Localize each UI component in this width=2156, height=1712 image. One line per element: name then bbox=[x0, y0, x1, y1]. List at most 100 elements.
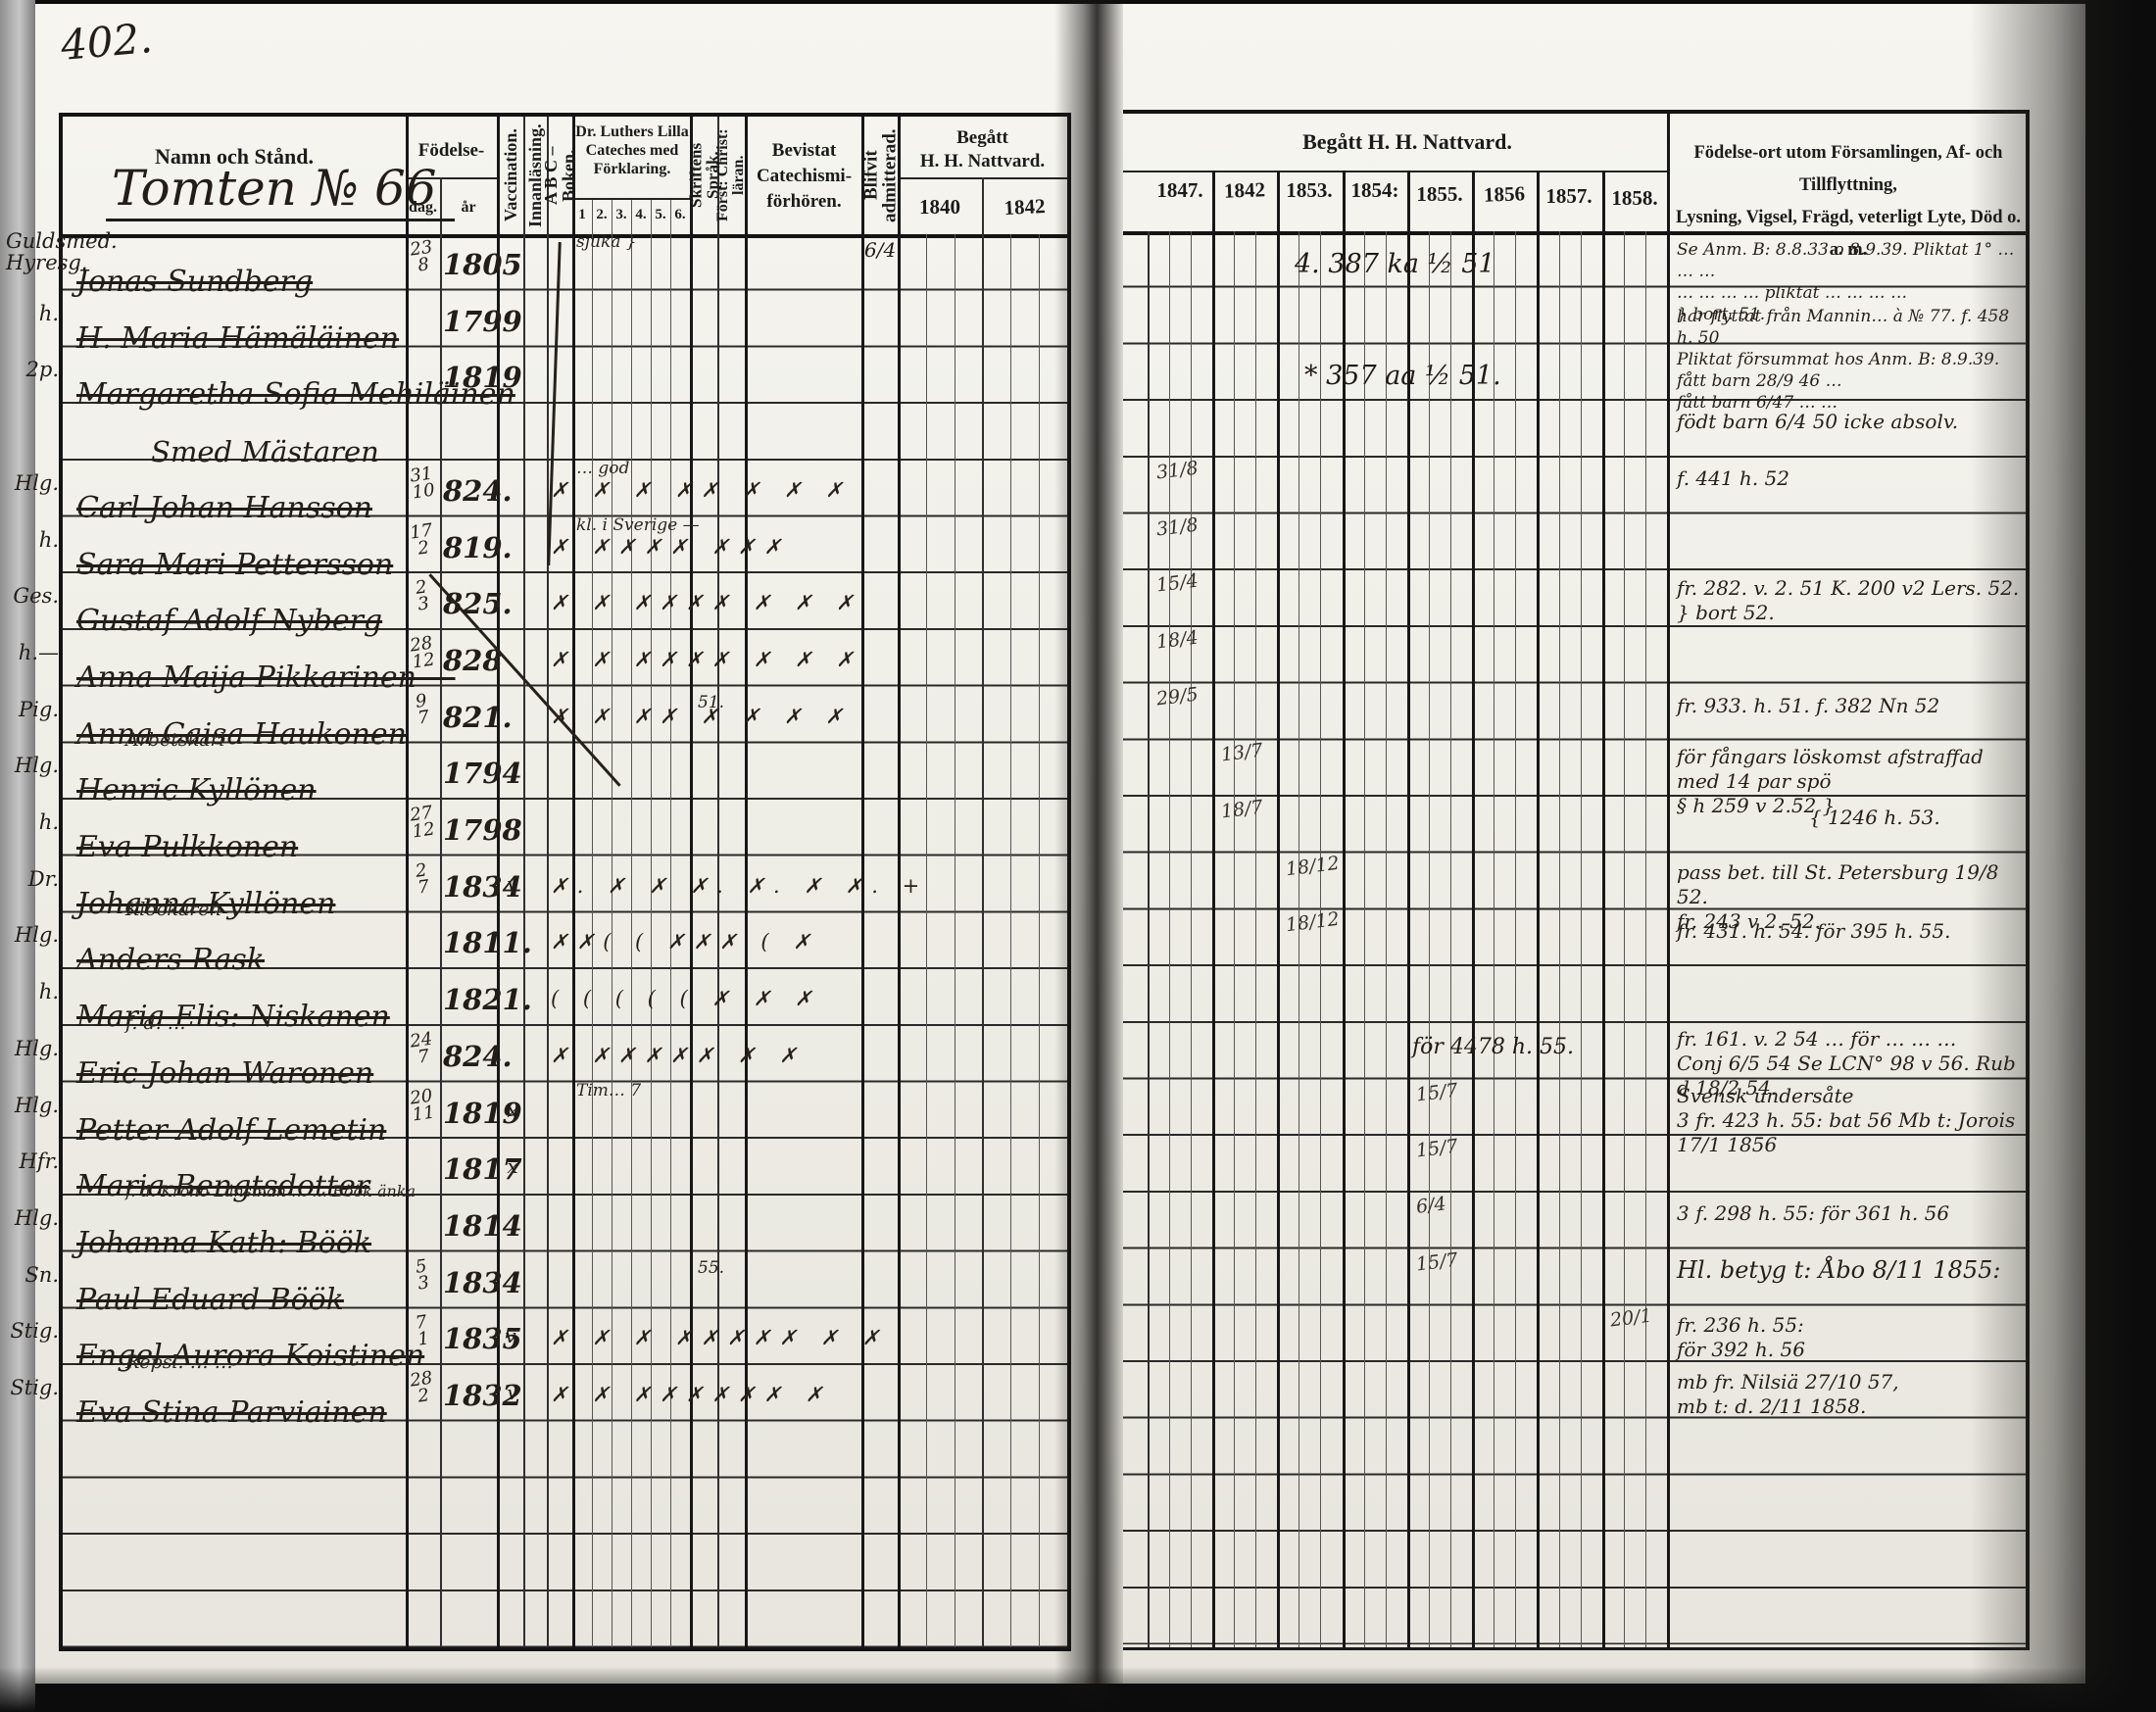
birth-day: 24 7 bbox=[409, 1028, 434, 1068]
catechism-line1: Dr. Luthers Lilla bbox=[575, 123, 689, 140]
grid-line bbox=[1472, 171, 1475, 1647]
grid-line bbox=[1667, 114, 1670, 1647]
vaccination-mark: x bbox=[507, 1099, 518, 1122]
column-header-remarks: Födelse-ort utom Församlingen, Af- och T… bbox=[1672, 137, 2025, 267]
margin-status: h. bbox=[38, 528, 59, 552]
scripture-note: 55. bbox=[698, 1258, 725, 1278]
remarks-note: födt barn 6/4 50 icke absolv. bbox=[1677, 410, 1959, 433]
column-header-abc-book: A B C – Boken. bbox=[541, 146, 578, 205]
left-page-table: Namn och Stånd. Födelse- dag. år Vaccina… bbox=[6, 113, 1071, 1651]
column-header-vaccination: Vaccination. bbox=[501, 128, 520, 222]
remarks-note: fr. 161. v. 2 54 … för … … … Conj 6/5 54… bbox=[1677, 1027, 2016, 1100]
grid-line bbox=[1039, 234, 1040, 1647]
catechism-marks: ✗✗( ( ✗✗✗ ( ✗ bbox=[551, 930, 819, 954]
margin-status: Pig. bbox=[19, 698, 59, 721]
grid-line bbox=[1537, 171, 1540, 1647]
margin-status: Dr. bbox=[27, 867, 59, 891]
register-row: h. Maria Elis: Niskanen 1821. ( ( ( ( ( … bbox=[39, 969, 1067, 1034]
register-row: Hlg. f. d. … Eric Johan Waronen 24 7 824… bbox=[15, 1012, 1067, 1091]
remarks-line2: Lysning, Vigsel, Frägd, veterligt Lyte, … bbox=[1675, 208, 2021, 260]
birth-day: 5 3 bbox=[414, 1255, 431, 1295]
occupation-note: Klockaren bbox=[125, 899, 221, 920]
grid-line bbox=[898, 117, 901, 1647]
grid-line bbox=[1515, 231, 1516, 1647]
birth-year: 1821. bbox=[443, 983, 532, 1016]
birth-year: 824. bbox=[443, 1040, 513, 1073]
remarks-note: fr. 236 h. 55: för 392 h. 56 bbox=[1677, 1313, 1805, 1361]
register-row: Ges. Gustaf Adolf Nyberg 2 3 825. ✗ ✗ ✗✗… bbox=[13, 573, 1067, 638]
birth-year: 1832 bbox=[443, 1379, 522, 1412]
communion-line1: Begått bbox=[956, 127, 1008, 148]
person-name: Maria Bengtsdotter bbox=[76, 1169, 370, 1203]
catechism-marks: ✗ ✗ ✗✗✗✗ ✗ ✗ ✗ bbox=[551, 591, 862, 614]
birth-day: 7 1 bbox=[414, 1311, 431, 1350]
birth-year: 825. bbox=[443, 587, 513, 620]
column-header-communion-left: Begått H. H. Nattvard. bbox=[898, 126, 1067, 173]
person-name: Anna Maija Pikkarinen — bbox=[76, 660, 456, 695]
catechism-marks: ( ( ( ( ( ✗ ✗ ✗ bbox=[551, 987, 821, 1010]
margin-status: Hlg. bbox=[14, 471, 59, 495]
register-row: h. H. Maria Hämäläinen 1799 bbox=[39, 291, 1067, 356]
grid-line bbox=[572, 117, 575, 1647]
vaccination-mark: v bbox=[507, 1381, 518, 1404]
vaccination-mark: v. bbox=[505, 1324, 520, 1347]
person-name: Paul Eduard Böök bbox=[76, 1283, 344, 1317]
catechism-marks: ✗ ✗ ✗ ✗✗✗✗✗ ✗ ✗ bbox=[551, 1326, 889, 1349]
grid-line bbox=[440, 177, 442, 1647]
grid-line bbox=[1277, 171, 1280, 1647]
grid-line bbox=[1234, 231, 1235, 1647]
scripture-note: 51. bbox=[698, 693, 725, 712]
margin-status: h. bbox=[38, 980, 59, 1003]
catechism-marks: ✗ ✗ ✗ ✗✗ ✗ ✗ ✗ bbox=[551, 478, 852, 502]
column-header-birth-day: dag. bbox=[409, 199, 437, 216]
right-page-table: Begått H. H. Nattvard. 1847. 1842 1853. … bbox=[1123, 110, 2030, 1650]
margin-status: Hlg. bbox=[14, 754, 59, 777]
remarks-note: { 1246 h. 53. bbox=[1809, 806, 1940, 829]
grid-line bbox=[651, 200, 652, 1647]
catechism-note: sjuka } bbox=[576, 232, 637, 252]
column-header-name: Namn och Stånd. bbox=[155, 144, 314, 169]
year-header-1855: 1855. bbox=[1416, 182, 1463, 206]
birth-year: 824. bbox=[443, 474, 513, 508]
birth-day: 9 7 bbox=[414, 690, 431, 729]
register-row: Dr. Johanna Kyllönen 2 7 1834 v ✗. ✗ ✗ ✗… bbox=[28, 856, 1067, 921]
column-header-birth-year: år bbox=[461, 199, 476, 216]
register-row: Stig. Engel Aurora Koistinen 7 1 1835 v.… bbox=[10, 1308, 1067, 1373]
exam-line3: förhören. bbox=[766, 191, 842, 212]
grid-line bbox=[406, 117, 409, 1647]
birth-year: 1805 bbox=[443, 248, 522, 281]
remarks-note: f. 441 h. 52 bbox=[1677, 466, 1789, 490]
person-name: Eric Johan Waronen bbox=[76, 1056, 374, 1091]
remarks-note: fr. 431. h. 54. för 395 h. 55. bbox=[1677, 919, 1951, 943]
person-name: Gustaf Adolf Nyberg bbox=[76, 604, 383, 638]
person-name: Anna Caisa Haukonen bbox=[76, 717, 407, 752]
register-row: Stig. Repsl. … … Eva Stina Parviainen 28… bbox=[10, 1351, 1067, 1430]
register-row: Hlg. f. d. Krono Länsman … … Böök änka J… bbox=[15, 1182, 1067, 1260]
birth-day: 31 10 bbox=[409, 463, 436, 504]
margin-status: Hfr. bbox=[19, 1149, 60, 1173]
birth-day: 27 12 bbox=[409, 802, 436, 843]
birth-year: 1798 bbox=[443, 813, 522, 847]
grid-line bbox=[745, 117, 748, 1647]
household-title: Tomten № 66 bbox=[106, 160, 455, 221]
birth-year: 828 bbox=[443, 644, 503, 677]
catechism-marks: ✗ ✗ ✗✗ ✗ ✗ ✗ ✗ bbox=[551, 705, 852, 728]
catechism-note: … god bbox=[576, 459, 630, 478]
exam-line1: Bevistat bbox=[771, 140, 837, 161]
margin-status: Hlg. bbox=[14, 1094, 59, 1117]
year-header-1840: 1840 bbox=[919, 195, 960, 219]
year-header-1857: 1857. bbox=[1545, 184, 1592, 208]
grid-line bbox=[1364, 231, 1365, 1647]
grid-line bbox=[982, 177, 984, 1647]
grid-line bbox=[1407, 171, 1410, 1647]
margin-status: Ges. bbox=[13, 584, 59, 608]
catechism-marks: ✗ ✗✗✗✗ ✗✗✗ bbox=[551, 535, 791, 559]
register-row: h. Sara Mari Pettersson 17 2 819. kl. i … bbox=[39, 515, 1067, 582]
grid-line bbox=[592, 200, 593, 1647]
occupation-note: f. d. Krono Länsman … … Böök änka bbox=[125, 1182, 416, 1200]
birth-day: 2 7 bbox=[414, 859, 431, 899]
margin-status: h. bbox=[38, 810, 59, 834]
grid-line bbox=[1581, 231, 1582, 1647]
person-name: Carl Johan Hansson bbox=[76, 491, 373, 525]
grid-line bbox=[1169, 231, 1170, 1647]
